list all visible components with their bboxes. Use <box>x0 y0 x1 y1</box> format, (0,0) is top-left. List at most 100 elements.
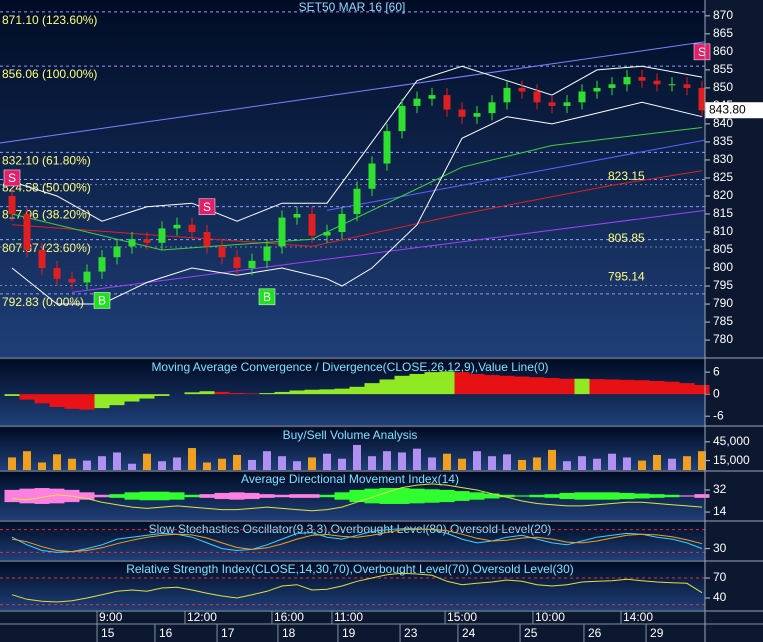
macd-bar <box>589 379 605 395</box>
volume-bar <box>533 457 541 470</box>
volume-bar <box>323 453 331 470</box>
dmi-spread <box>499 494 515 498</box>
candle-body <box>308 213 316 236</box>
dmi-spread <box>319 494 335 498</box>
candle-body <box>473 113 481 117</box>
date-label: 19 <box>342 626 356 640</box>
y-tick-label: 835 <box>713 134 733 148</box>
y-tick-label: 45,000 <box>713 434 750 448</box>
candle-body <box>188 224 196 232</box>
indicator-line <box>11 528 703 553</box>
y-tick-label: 830 <box>713 152 733 166</box>
overlay-line <box>11 65 703 222</box>
candle-body <box>113 246 121 258</box>
volume-bar <box>8 457 16 470</box>
y-tick-label: 30 <box>713 541 727 555</box>
volume-bar <box>278 456 286 470</box>
indicator-line <box>11 572 703 603</box>
macd-bar <box>124 394 140 402</box>
signal-marker <box>198 198 216 216</box>
candle-body <box>458 109 466 117</box>
volume-bar <box>368 456 376 470</box>
candle-body <box>38 250 46 269</box>
macd-bar <box>19 394 35 400</box>
macd-bar <box>349 386 365 395</box>
macd-bar <box>379 379 395 395</box>
last-price-tag <box>705 102 763 119</box>
candle-body <box>158 228 166 243</box>
dmi-spread <box>484 493 500 499</box>
y-tick-label: 14 <box>713 504 727 518</box>
dmi-spread <box>544 494 560 498</box>
volume-bar <box>398 452 406 470</box>
candle-body <box>653 80 661 85</box>
date-label: 25 <box>524 626 538 640</box>
macd-bar <box>34 394 50 404</box>
dmi-spread <box>214 492 230 500</box>
candle-body <box>368 163 376 189</box>
date-label: 15 <box>101 626 115 640</box>
x-tick-label: 16:00 <box>274 610 304 624</box>
candle-body <box>683 84 691 88</box>
macd-bar <box>619 379 635 395</box>
dmi-spread <box>514 495 530 497</box>
volume-bar <box>158 461 166 470</box>
volume-bar <box>203 462 211 470</box>
dmi-spread <box>349 489 365 503</box>
volume-bar <box>143 453 151 470</box>
volume-bar <box>428 457 436 470</box>
fib-label: 832.10 (61.80%) <box>2 154 91 168</box>
dmi-spread <box>154 491 170 501</box>
panel-background <box>0 562 705 610</box>
volume-bar <box>458 458 466 470</box>
candle-body <box>593 87 601 92</box>
candle-body <box>98 257 106 272</box>
macd-bar <box>199 391 215 395</box>
y-tick-label: 840 <box>713 116 733 130</box>
volume-bar <box>698 451 706 470</box>
y-tick-label: 860 <box>713 44 733 58</box>
volume-bar <box>53 454 61 470</box>
dmi-spread <box>394 488 410 504</box>
panel-title: Relative Strength Index(CLOSE,14,30,70),… <box>126 562 574 576</box>
date-label: 23 <box>404 626 418 640</box>
dmi-spread <box>259 494 275 498</box>
y-tick-label: 865 <box>713 26 733 40</box>
volume-bar <box>593 458 601 470</box>
candle-body <box>533 91 541 103</box>
overlay-line <box>11 101 703 305</box>
candle-body <box>278 217 286 247</box>
x-tick-label: 14:00 <box>623 610 653 624</box>
dmi-spread <box>184 494 200 498</box>
macd-bar <box>289 390 305 395</box>
candle-body <box>293 213 301 218</box>
volume-bar <box>293 461 301 470</box>
dmi-spread <box>529 494 545 498</box>
date-label: 26 <box>588 626 602 640</box>
signal-marker <box>693 43 711 61</box>
candle-body <box>233 257 241 269</box>
candle-body <box>518 87 526 92</box>
dmi-spread <box>664 494 680 498</box>
last-price-label: 843.80 <box>709 102 746 116</box>
macd-bar <box>259 393 275 395</box>
volume-bar <box>68 458 76 470</box>
volume-bar <box>638 460 646 470</box>
y-tick-label: 825 <box>713 170 733 184</box>
macd-bar <box>634 380 650 395</box>
signal-marker <box>3 169 21 187</box>
macd-bar <box>679 383 695 395</box>
candle-body <box>23 213 31 251</box>
candle-body <box>398 105 406 132</box>
volume-bar <box>83 460 91 470</box>
candle-body <box>68 278 76 283</box>
macd-bar <box>649 380 665 395</box>
level-label: 795.14 <box>608 270 645 284</box>
volume-bar <box>653 454 661 470</box>
volume-bar <box>23 451 31 470</box>
dmi-spread <box>109 494 125 498</box>
fib-label: 824.58 (50.00%) <box>2 181 91 195</box>
dmi-spread <box>604 492 620 500</box>
macd-bar <box>574 378 590 395</box>
